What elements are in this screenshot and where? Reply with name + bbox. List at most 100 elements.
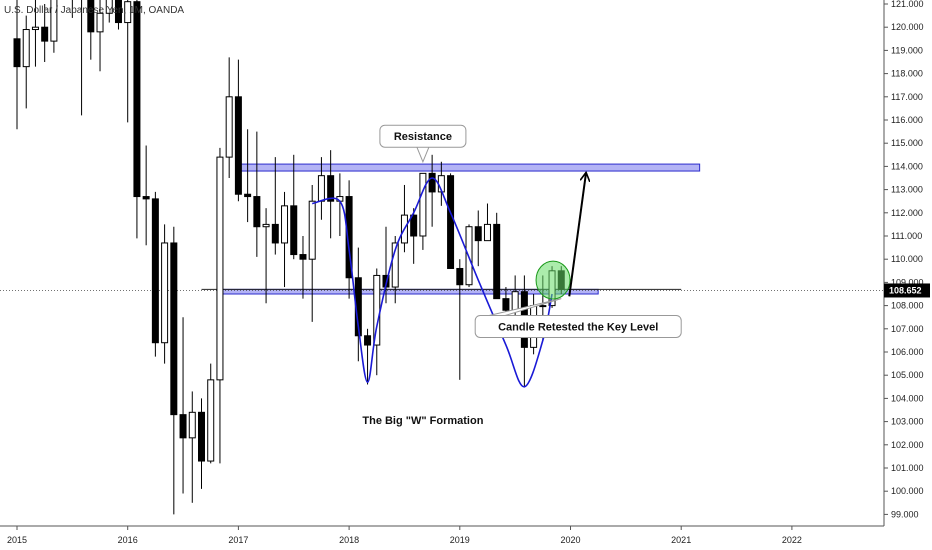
candle-2016-01 (124, 0, 132, 123)
y-tick-label: 100.000 (891, 486, 924, 496)
resistance-callout: Resistance (379, 124, 467, 164)
formation-label: The Big "W" Formation (362, 415, 483, 427)
candle-2016-12 (225, 57, 233, 178)
candle-2017-06 (281, 191, 289, 288)
current-price-tag (884, 283, 930, 298)
retest-callout-pointer (489, 298, 562, 316)
candle-body (114, 0, 122, 24)
candle-2015-10 (96, 0, 104, 72)
candle-2016-07 (179, 317, 187, 494)
candle-body (483, 223, 491, 242)
candle-body (502, 298, 510, 311)
candle-2015-03 (31, 0, 39, 67)
candle-body (179, 414, 187, 439)
retest-callout: Candle Retested the Key Level (474, 298, 682, 338)
candle-body (225, 96, 233, 158)
candle-body (419, 172, 427, 237)
y-tick-label: 103.000 (891, 417, 924, 427)
candle-2016-04 (151, 191, 159, 357)
y-tick-label: 120.000 (891, 22, 924, 32)
y-tick-label: 107.000 (891, 324, 924, 334)
retest-highlight-circle (535, 260, 571, 300)
y-tick-label: 101.000 (891, 463, 924, 473)
x-tick-label: 2018 (339, 535, 359, 545)
candle-body (22, 29, 30, 68)
candle-body (493, 223, 501, 300)
candle-2018-08 (410, 208, 418, 264)
candle-2018-12 (447, 173, 455, 269)
candle-2018-04 (373, 268, 381, 376)
retest-callout-label: Candle Retested the Key Level (498, 321, 658, 333)
candle-body (216, 156, 224, 381)
candle-2015-08 (81, 0, 83, 116)
x-tick-label: 2017 (228, 535, 248, 545)
candle-body (124, 1, 132, 24)
y-tick-label: 114.000 (891, 161, 923, 171)
resistance-callout-label: Resistance (394, 131, 452, 143)
candle-2019-04 (483, 203, 491, 242)
candle-2017-01 (234, 59, 242, 202)
candle-body (456, 267, 464, 286)
candle-body (161, 242, 169, 344)
candle-body (151, 198, 159, 344)
candle-body (170, 242, 178, 416)
y-tick-label: 116.000 (891, 115, 923, 125)
candle-2017-03 (253, 131, 261, 257)
y-tick-label: 118.000 (891, 69, 923, 79)
candle-2017-07 (290, 154, 298, 260)
candle-2018-03 (364, 328, 372, 385)
y-tick-label: 109.000 (891, 277, 924, 287)
x-tick-label: 2020 (560, 535, 580, 545)
retest-callout-box (474, 314, 682, 338)
candle-2018-07 (400, 184, 408, 253)
candle-2017-04 (262, 208, 270, 304)
x-tick-label: 2015 (7, 535, 27, 545)
candle-body (345, 196, 353, 279)
candle-body (41, 26, 49, 42)
candle-2019-03 (474, 210, 482, 267)
w-formation-curve (312, 177, 553, 388)
candle-2018-01 (345, 180, 353, 299)
candle-2016-02 (133, 0, 141, 239)
candle-body (428, 172, 436, 193)
candle-2015-12 (114, 0, 122, 30)
candle-body (262, 223, 270, 228)
candle-2015-04 (41, 4, 49, 62)
current-price-label: 108.652 (889, 285, 922, 295)
candle-body (31, 26, 39, 31)
candle-2017-11 (327, 150, 335, 239)
candle-body (308, 200, 316, 260)
candle-2017-08 (299, 236, 307, 299)
candle-2017-05 (271, 157, 279, 255)
candle-2015-05 (50, 0, 58, 53)
y-tick-label: 115.000 (891, 138, 923, 148)
candle-body (105, 0, 113, 14)
y-tick-label: 106.000 (891, 347, 924, 357)
candle-2016-09 (198, 398, 205, 489)
y-tick-label: 113.000 (891, 185, 923, 195)
candle-body (391, 242, 399, 288)
candle-2019-01 (456, 259, 464, 380)
y-tick-label: 117.000 (891, 92, 923, 102)
candle-body (96, 12, 104, 33)
y-tick-label: 119.000 (891, 45, 923, 55)
candle-2018-06 (391, 236, 399, 304)
y-tick-label: 99.000 (891, 509, 919, 519)
candle-body (244, 193, 252, 198)
candle-2015-11 (105, 0, 113, 23)
candle-body (281, 205, 289, 244)
y-tick-label: 110.000 (891, 254, 923, 264)
candle-body (133, 1, 141, 198)
candle-2015-02 (22, 15, 30, 109)
candle-body (299, 254, 307, 260)
candle-2016-06 (170, 226, 178, 515)
candle-2017-09 (308, 184, 316, 322)
candle-2015-09 (87, 0, 95, 60)
candle-body (447, 175, 455, 269)
candle-2016-11 (216, 147, 224, 464)
candle-2018-10 (428, 154, 436, 227)
candle-body (253, 196, 261, 228)
projection-arrow (568, 173, 586, 297)
candle-body (364, 335, 372, 346)
